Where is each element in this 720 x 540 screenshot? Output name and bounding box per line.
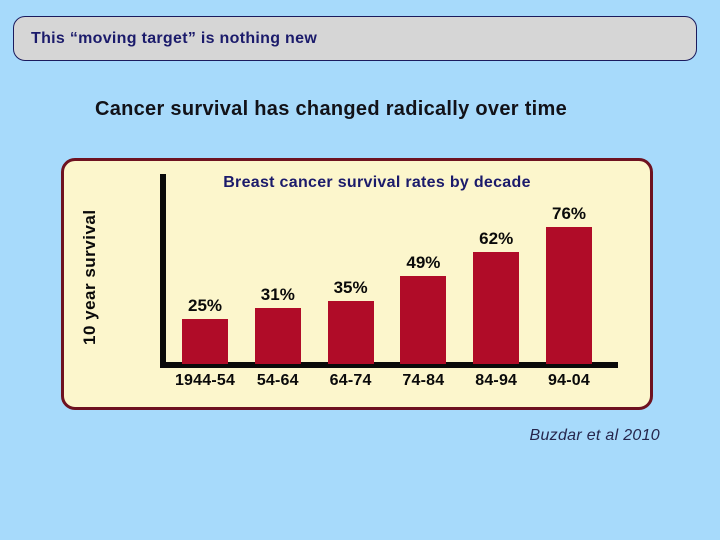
slide-title-box: This “moving target” is nothing new xyxy=(13,16,697,61)
x-tick-label: 94-04 xyxy=(548,372,590,389)
bar-value-label: 62% xyxy=(479,229,514,248)
bar-value-label: 25% xyxy=(187,296,223,315)
x-tick-label: 54-64 xyxy=(256,372,299,389)
slide-subtitle: Cancer survival has changed radically ov… xyxy=(94,98,568,120)
bar xyxy=(182,319,228,364)
bar-value-label: 49% xyxy=(406,253,441,272)
bar xyxy=(327,301,374,364)
bar-value-label: 35% xyxy=(333,278,368,297)
bar-column: 25% xyxy=(182,296,228,364)
x-tick-label: 1944-54 xyxy=(174,372,236,389)
citation: Buzdar et al 2010 xyxy=(529,427,660,444)
bar xyxy=(546,227,592,364)
chart-panel: Breast cancer survival rates by decade 1… xyxy=(61,158,653,410)
x-tick-label: 74-84 xyxy=(402,372,445,389)
bar xyxy=(473,252,520,364)
bar-column: 35% xyxy=(327,278,374,364)
bar xyxy=(254,308,301,364)
y-axis-line xyxy=(160,174,166,368)
slide-title: This “moving target” is nothing new xyxy=(31,29,318,47)
bar-value-label: 76% xyxy=(551,204,587,223)
x-axis-line xyxy=(160,362,618,368)
bar-column: 31% xyxy=(254,285,301,364)
bar-column: 49% xyxy=(400,253,447,364)
bar-column: 62% xyxy=(473,229,520,364)
x-tick-label: 84-94 xyxy=(475,372,518,389)
plot-area: 25% 1944-54 31% 54-64 35% 64-74 49% 74-84 62% 84-… xyxy=(64,161,650,407)
bar-value-label: 31% xyxy=(260,285,295,304)
bar-column: 76% xyxy=(546,204,592,364)
x-tick-label: 64-74 xyxy=(329,372,372,389)
chart-title: Breast cancer survival rates by decade xyxy=(223,174,531,191)
bar xyxy=(400,276,447,364)
